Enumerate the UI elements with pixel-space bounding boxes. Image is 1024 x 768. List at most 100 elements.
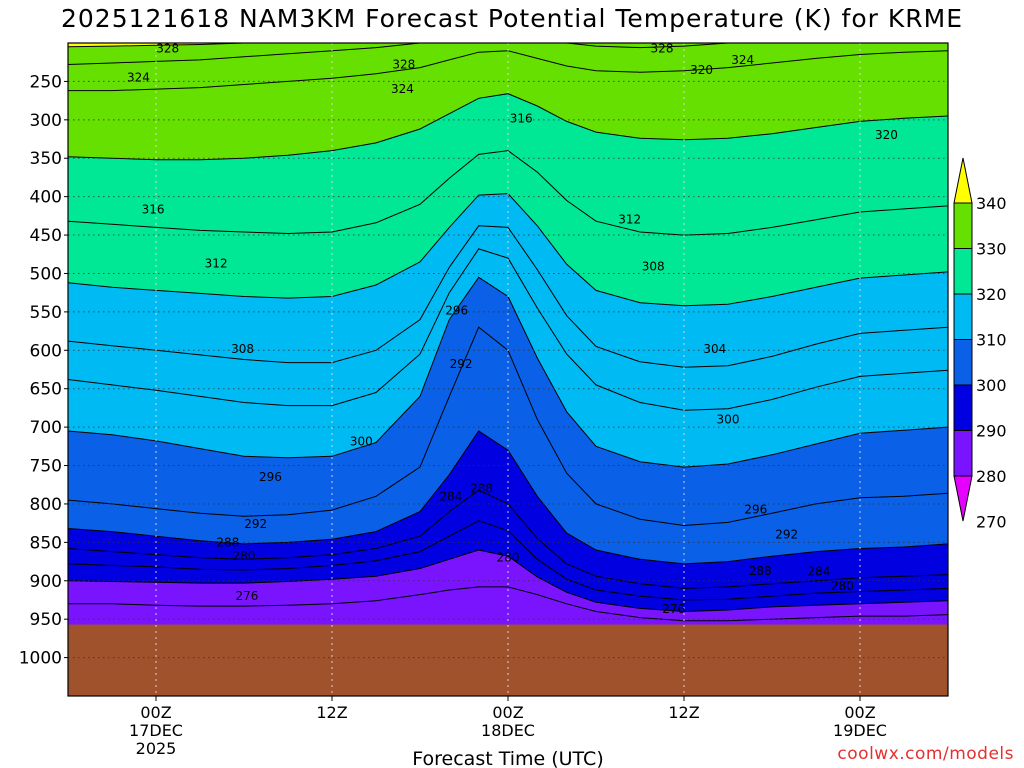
- isentrope-276: [68, 586, 948, 622]
- contour-label-312: 312: [618, 213, 641, 227]
- x-tick-label: 18DEC: [481, 721, 535, 740]
- band-316: [68, 93, 948, 236]
- y-tick-label: 600: [30, 341, 62, 361]
- x-axis-label: Forecast Time (UTC): [412, 748, 603, 768]
- x-tick-label: 00Z: [492, 703, 523, 722]
- y-axis: 250 300 350 400 450 500 550 600 650 700 750 800 850 9…: [19, 72, 68, 669]
- x-tick-label: 2025: [136, 739, 177, 758]
- band-296: [68, 277, 948, 526]
- ground-layer: [68, 624, 948, 696]
- contour-label-292: 292: [450, 357, 473, 371]
- colorbar: 340 330 320 310 300 290 280 270: [953, 157, 1007, 532]
- colorbar-segment: [953, 293, 973, 340]
- y-tick-label: 950: [30, 610, 62, 630]
- contour-label-320: 320: [875, 128, 898, 142]
- contour-label-296: 296: [445, 303, 468, 317]
- colorbar-tick-label: 320: [976, 285, 1007, 304]
- contour-label-304: 304: [703, 342, 726, 356]
- y-tick-label: 550: [30, 303, 62, 323]
- y-tick-label: 900: [30, 572, 62, 592]
- x-tick-label: 19DEC: [833, 721, 887, 740]
- contour-label-328: 328: [392, 58, 415, 72]
- colorbar-tick-label: 270: [976, 513, 1007, 532]
- contour-label-288: 288: [749, 564, 772, 578]
- y-tick-label: 850: [30, 533, 62, 553]
- contour-label-280: 280: [233, 549, 256, 563]
- colorbar-tick-label: 330: [976, 240, 1007, 259]
- contour-label-284: 284: [439, 489, 462, 503]
- band-328: [68, 43, 728, 65]
- contour-label-324: 324: [731, 53, 754, 67]
- x-tick-label: 00Z: [844, 703, 875, 722]
- isentrope-292: [68, 430, 948, 565]
- colorbar-tick-label: 310: [976, 331, 1007, 350]
- contour-label-300: 300: [350, 435, 373, 449]
- contour-label-308: 308: [231, 342, 254, 356]
- band-288: [68, 431, 948, 589]
- colorbar-tick-label: 290: [976, 422, 1007, 441]
- contour-label-280: 280: [831, 579, 854, 593]
- contour-label-324: 324: [391, 82, 414, 96]
- grid-lines: [68, 43, 948, 696]
- contour-label-324: 324: [127, 71, 150, 85]
- colorbar-segment: [953, 384, 973, 431]
- x-tick-label: 00Z: [140, 703, 171, 722]
- band-308: [68, 193, 948, 368]
- contour-labels: 328 328 324 324 328 324 320 320 316 316 312 312 308 3…: [127, 41, 898, 616]
- contour-label-292: 292: [775, 528, 798, 542]
- colorbar-segment: [953, 202, 973, 249]
- contour-label-284: 284: [807, 565, 830, 579]
- x-tick-label: 17DEC: [129, 721, 183, 740]
- x-tick-label: 12Z: [668, 703, 699, 722]
- contour-label-320: 320: [690, 63, 713, 77]
- y-tick-label: 650: [30, 380, 62, 400]
- colorbar-top-arrow: [953, 157, 973, 204]
- site-credit[interactable]: coolwx.com/models: [837, 744, 1014, 764]
- contour-label-328: 328: [156, 41, 179, 55]
- y-tick-label: 750: [30, 457, 62, 477]
- theta-filled-bands: [68, 43, 948, 696]
- colorbar-segment: [953, 339, 973, 386]
- chart-title: 2025121618 NAM3KM Forecast Potential Tem…: [60, 4, 963, 33]
- colorbar-tick-label: 280: [976, 467, 1007, 486]
- band-304: [68, 225, 948, 411]
- colorbar-segment: [953, 248, 973, 295]
- contour-label-280: 280: [497, 551, 520, 565]
- colorbar-segment: [953, 430, 973, 477]
- colorbar-tick-label: 300: [976, 376, 1007, 395]
- ground-fill: [68, 624, 948, 696]
- contour-label-296: 296: [259, 470, 282, 484]
- y-tick-label: 400: [30, 188, 62, 208]
- contour-label-300: 300: [717, 412, 740, 426]
- isentrope-304: [68, 248, 948, 411]
- contour-label-292: 292: [244, 517, 267, 531]
- y-tick-label: 800: [30, 495, 62, 515]
- isentrope-280: [68, 549, 948, 613]
- band-324: [68, 43, 948, 91]
- band-312: [68, 150, 948, 306]
- contour-label-276: 276: [235, 589, 258, 603]
- y-tick-label: 350: [30, 149, 62, 169]
- contour-label-288: 288: [470, 482, 493, 496]
- colorbar-tick-label: 340: [976, 194, 1007, 213]
- isentrope-316: [68, 150, 948, 236]
- band-320: [68, 50, 948, 160]
- band-276: [68, 550, 948, 621]
- band-300: [68, 248, 948, 468]
- isentrope-328: [68, 43, 743, 65]
- y-tick-label: 500: [30, 264, 62, 284]
- contour-label-312: 312: [205, 256, 228, 270]
- isentrope-308: [68, 225, 948, 368]
- x-tick-label: 12Z: [316, 703, 347, 722]
- contour-label-276: 276: [662, 602, 685, 616]
- colorbar-bottom-arrow: [953, 475, 973, 522]
- y-tick-label: 1000: [19, 649, 62, 669]
- y-tick-label: 450: [30, 226, 62, 246]
- contour-label-296: 296: [744, 502, 767, 516]
- y-tick-label: 700: [30, 418, 62, 438]
- contour-label-328: 328: [651, 41, 674, 55]
- contour-label-316: 316: [142, 203, 165, 217]
- contour-label-316: 316: [510, 111, 533, 125]
